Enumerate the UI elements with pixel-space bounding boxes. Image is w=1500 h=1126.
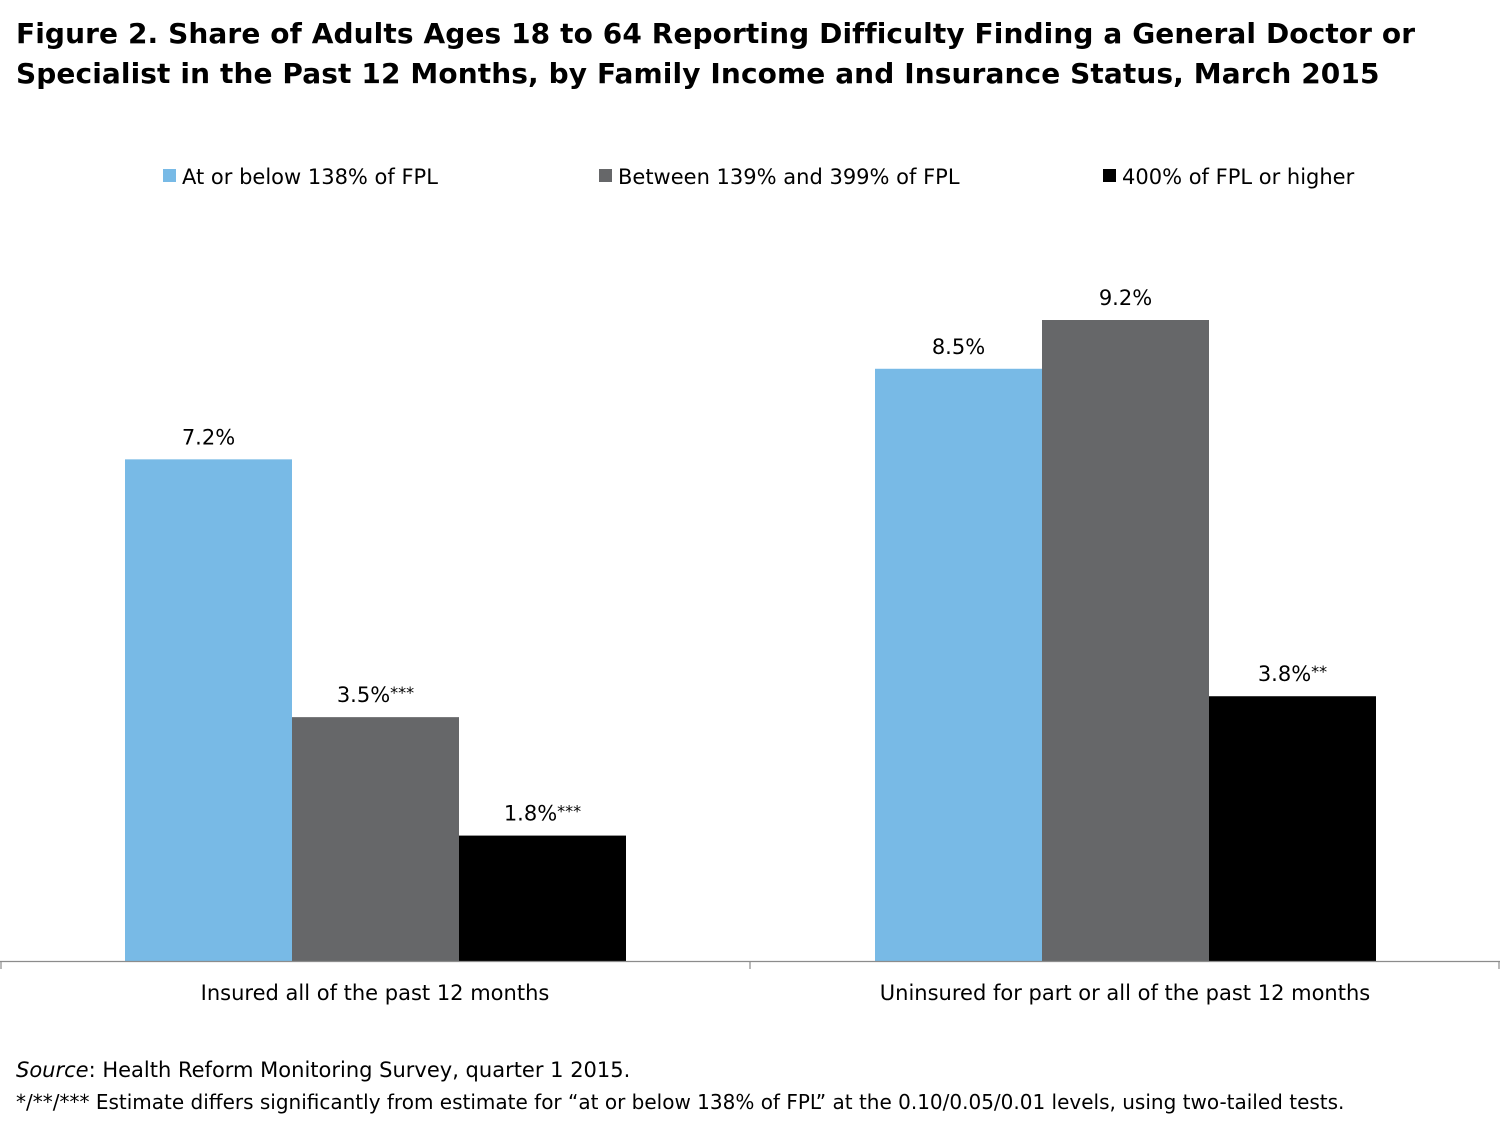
x-axis: Insured all of the past 12 months Uninsur… [0, 960, 1500, 1005]
bar-between-139-and-399-of-fpl-uninsured [1042, 320, 1209, 961]
legend-swatch-between-139-and-399-of-fpl [599, 169, 612, 182]
legend-label-400-of-fpl-or-higher: 400% of FPL or higher [1122, 165, 1355, 189]
data-label-between-139-and-399-of-fpl-uninsured: 9.2% [1099, 286, 1152, 310]
source-text: : Health Reform Monitoring Survey, quart… [88, 1058, 631, 1082]
value-label-group: 7.2% 3.5%*** 1.8%*** 8.5% 9.2% 3.8%** [182, 286, 1327, 826]
chart-title-line-2: Specialist in the Past 12 Months, by Fam… [16, 57, 1380, 90]
chart-title-line-1: Figure 2. Share of Adults Ages 18 to 64 … [16, 17, 1416, 50]
data-label-400-of-fpl-or-higher-insured: 1.8%*** [504, 802, 581, 826]
bar-at-or-below-138-of-fpl-insured [125, 459, 292, 961]
data-label-400-of-fpl-or-higher-uninsured: 3.8%** [1258, 662, 1327, 686]
bar-group [125, 320, 1376, 961]
legend-swatch-at-or-below-138-of-fpl [163, 169, 176, 182]
bar-at-or-below-138-of-fpl-uninsured [875, 368, 1042, 961]
bar-400-of-fpl-or-higher-uninsured [1209, 696, 1376, 961]
source-note: Source: Health Reform Monitoring Survey,… [16, 1058, 630, 1082]
x-tick-label-insured: Insured all of the past 12 months [201, 981, 550, 1005]
legend-swatch-400-of-fpl-or-higher [1103, 169, 1116, 182]
bar-between-139-and-399-of-fpl-insured [292, 717, 459, 961]
x-tick-label-uninsured: Uninsured for part or all of the past 12… [880, 981, 1370, 1005]
data-label-between-139-and-399-of-fpl-insured: 3.5%*** [337, 683, 414, 707]
data-label-at-or-below-138-of-fpl-uninsured: 8.5% [932, 335, 985, 359]
chart-legend: At or below 138% of FPL Between 139% and … [163, 165, 1355, 189]
data-label-at-or-below-138-of-fpl-insured: 7.2% [182, 425, 235, 449]
source-label: Source [16, 1058, 89, 1082]
legend-label-between-139-and-399-of-fpl: Between 139% and 399% of FPL [618, 165, 960, 189]
legend-label-at-or-below-138-of-fpl: At or below 138% of FPL [182, 165, 438, 189]
significance-note: */**/*** Estimate differs significantly … [16, 1090, 1345, 1114]
bar-400-of-fpl-or-higher-insured [459, 835, 626, 961]
chart-title: Figure 2. Share of Adults Ages 18 to 64 … [16, 14, 1486, 94]
